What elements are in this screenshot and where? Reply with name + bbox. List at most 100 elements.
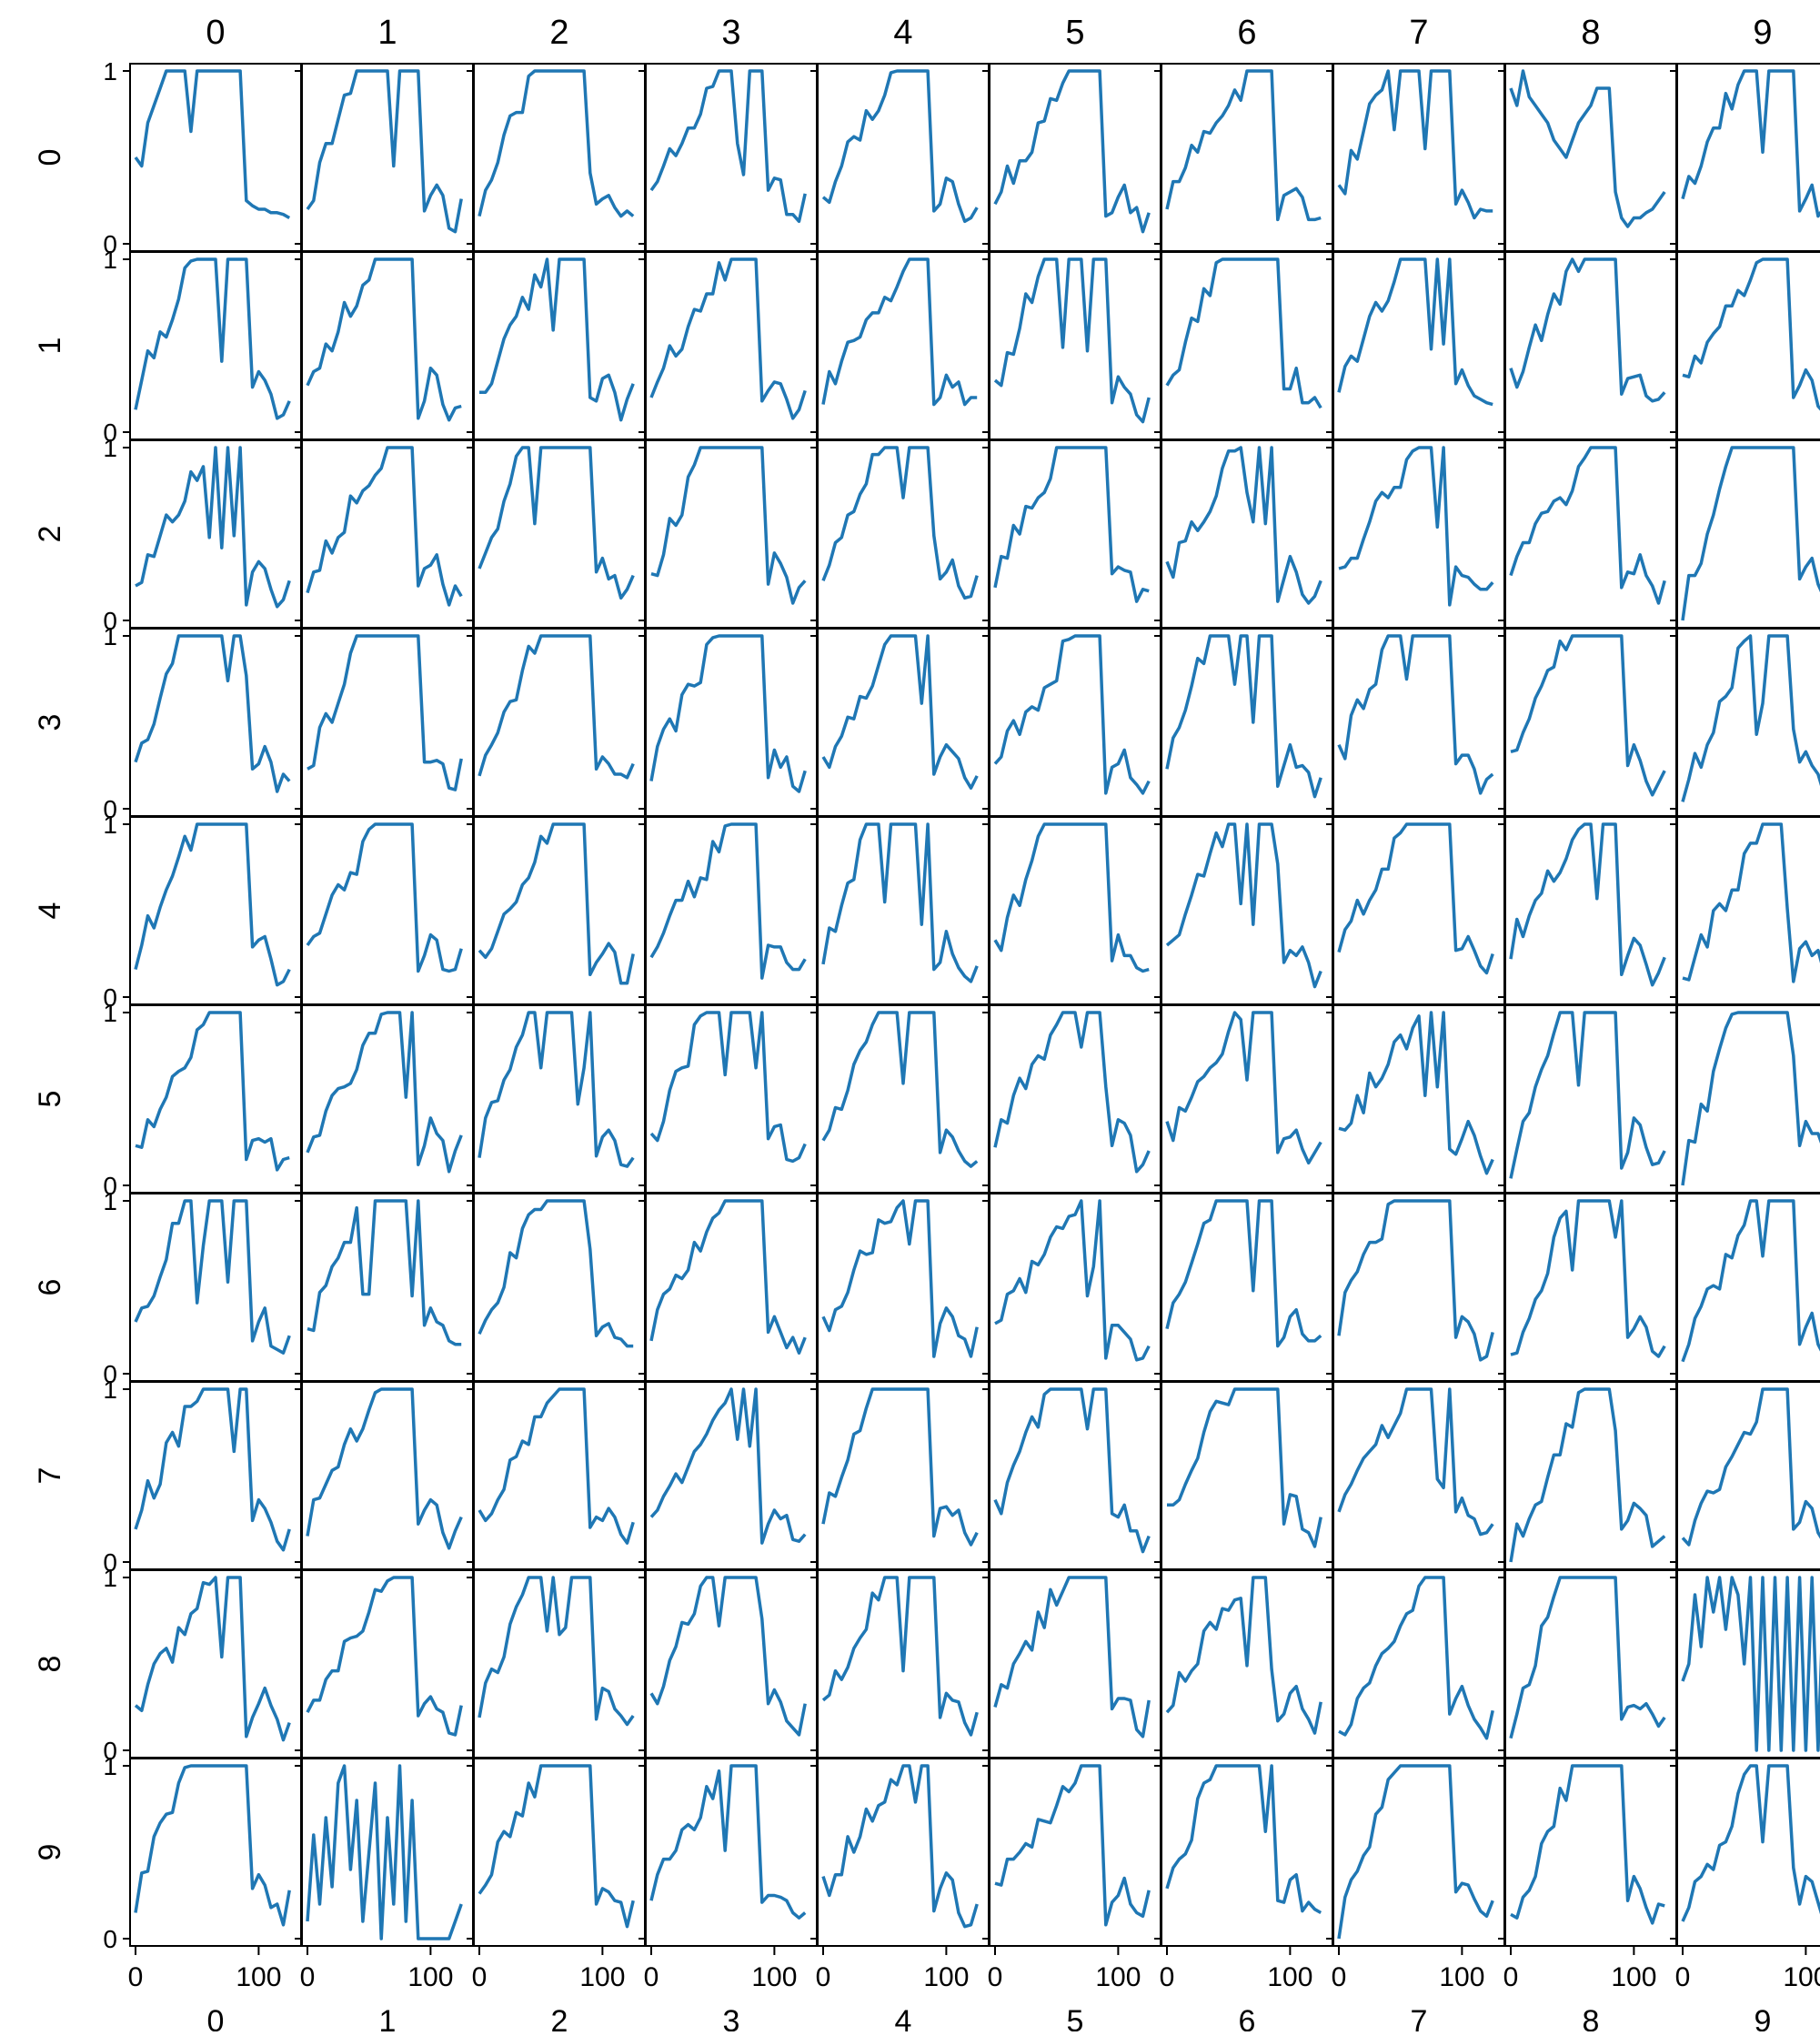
col-footer-5: 5	[1067, 2004, 1084, 2031]
panel-9-0	[123, 1758, 308, 1947]
x-tick-label-100: 100	[1439, 1962, 1484, 1992]
panel-2-3	[639, 439, 824, 629]
series-line	[134, 257, 291, 420]
y-tick-label-0: 0	[103, 230, 117, 258]
y-tick-label-0: 0	[103, 795, 117, 823]
panel-frame	[1504, 63, 1677, 252]
series-line	[134, 822, 291, 987]
panel-0-5	[982, 63, 1168, 252]
series-line	[993, 634, 1151, 795]
panel-frame	[1161, 1758, 1333, 1947]
series-line	[478, 69, 635, 218]
panel-frame	[989, 1004, 1161, 1194]
series-line	[1338, 1011, 1494, 1175]
x-tick-label-100: 100	[1611, 1962, 1656, 1992]
series-line	[649, 1576, 807, 1737]
series-line	[994, 1764, 1151, 1927]
panel-5-0	[123, 1004, 308, 1194]
x-tick-label-100: 100	[751, 1962, 797, 1992]
panel-0-8	[1498, 63, 1684, 252]
series-line	[1682, 822, 1820, 983]
panel-4-9	[1670, 816, 1820, 1005]
panel-frame	[473, 816, 646, 1005]
series-line	[649, 1387, 807, 1545]
panel-6-3	[639, 1193, 824, 1382]
panel-frame	[301, 1569, 474, 1759]
panel-4-8	[1498, 816, 1684, 1005]
col-footer-3: 3	[723, 2004, 740, 2031]
panel-4-7	[1326, 816, 1512, 1005]
panel-1-8	[1498, 251, 1684, 440]
series-line	[1681, 1576, 1820, 1752]
panel-8-8	[1498, 1569, 1684, 1759]
series-line	[1509, 1011, 1666, 1179]
x-tick-label-100: 100	[923, 1962, 969, 1992]
panel-7-1	[295, 1381, 480, 1570]
panel-8-1	[295, 1569, 480, 1759]
series-line	[306, 69, 463, 234]
panel-9-7	[1326, 1758, 1512, 1947]
panel-6-7	[1326, 1193, 1512, 1382]
series-line	[134, 634, 291, 793]
series-line	[821, 1199, 979, 1358]
series-line	[306, 1387, 463, 1550]
panel-frame	[1332, 439, 1505, 629]
panel-frame	[473, 1193, 646, 1382]
series-line	[478, 634, 635, 780]
series-line	[1509, 1576, 1666, 1739]
series-line	[134, 1576, 291, 1742]
series-line	[821, 257, 978, 407]
panel-7-5	[982, 1381, 1168, 1570]
panel-1-0	[123, 251, 308, 440]
y-tick-label-1: 1	[103, 434, 117, 462]
panel-frame	[1332, 1193, 1505, 1382]
series-line	[993, 822, 1150, 973]
series-line	[993, 1011, 1151, 1174]
y-tick-label-0: 0	[103, 607, 117, 635]
row-label-6: 6	[33, 1279, 67, 1296]
panel-6-2	[467, 1193, 652, 1382]
series-line	[821, 446, 979, 600]
series-line	[478, 1011, 635, 1168]
panel-frame	[1161, 63, 1333, 252]
row-label-1: 1	[33, 338, 67, 355]
y-tick-label-1: 1	[103, 622, 117, 650]
panel-8-2	[467, 1569, 652, 1759]
panel-5-6	[1154, 1004, 1340, 1194]
panel-2-4	[810, 439, 996, 629]
series-line	[993, 1387, 1151, 1554]
panel-4-6	[1154, 816, 1340, 1005]
panel-5-1	[295, 1004, 480, 1194]
series-line	[993, 257, 1151, 424]
series-line	[478, 1199, 634, 1348]
series-line	[1337, 822, 1494, 975]
panel-6-8	[1498, 1193, 1684, 1382]
y-tick-label-0: 0	[103, 1360, 117, 1388]
series-line	[478, 822, 635, 985]
panel-4-1	[295, 816, 480, 1005]
series-line	[1337, 69, 1493, 220]
series-line	[993, 69, 1151, 234]
panel-frame	[473, 63, 646, 252]
col-footer-4: 4	[895, 2004, 912, 2031]
x-tick-label-100: 100	[1095, 1962, 1141, 1992]
series-line	[1165, 1764, 1322, 1915]
series-line	[994, 1199, 1151, 1362]
col-header-0: 0	[206, 14, 225, 52]
panel-frame	[817, 251, 990, 440]
panel-8-4	[810, 1569, 996, 1759]
series-line	[821, 1011, 979, 1168]
panel-9-6	[1154, 1758, 1340, 1947]
panel-5-5	[982, 1004, 1168, 1194]
col-footer-0: 0	[207, 2004, 225, 2031]
col-header-8: 8	[1581, 14, 1600, 52]
panel-9-5	[982, 1758, 1168, 1947]
panel-frame	[817, 1381, 990, 1570]
panel-3-3	[639, 628, 824, 817]
x-tick-label-100: 100	[236, 1962, 281, 1992]
col-header-3: 3	[721, 14, 740, 52]
panel-frame	[1676, 1004, 1820, 1194]
panel-3-4	[810, 628, 996, 817]
panel-5-2	[467, 1004, 652, 1194]
